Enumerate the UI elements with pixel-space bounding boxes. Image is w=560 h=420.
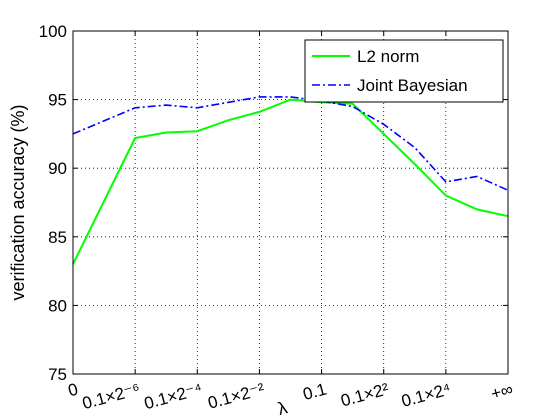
legend-label-l2-norm: L2 norm (357, 47, 419, 66)
series-line-l2-norm (73, 100, 508, 265)
x-axis-label: λ (276, 397, 290, 419)
x-tick-label: 0 (66, 380, 80, 401)
x-tick-label: 0.1×2⁻² (206, 379, 267, 412)
y-tick-label: 100 (39, 22, 67, 41)
x-tick-label: 0.1×2⁴ (399, 380, 453, 411)
y-tick-label: 90 (48, 159, 67, 178)
x-tick-label: 0.1 (301, 380, 329, 404)
x-tick-label: 0.1×2⁻⁴ (142, 380, 204, 414)
x-tick-label: 0.1×2⁻⁶ (80, 380, 142, 414)
legend: L2 norm Joint Bayesian (305, 40, 503, 102)
x-tick-label: +∞ (489, 380, 515, 404)
y-tick-label: 85 (48, 228, 67, 247)
series-layer (73, 97, 508, 264)
x-tick-label: 0.1×2² (339, 379, 391, 410)
y-axis-label: verification accuracy (%) (8, 104, 28, 300)
y-tick-label: 75 (48, 365, 67, 384)
legend-label-joint-bayesian: Joint Bayesian (357, 76, 468, 95)
series-line-joint-bayesian (73, 97, 508, 190)
y-tick-label: 95 (48, 91, 67, 110)
y-tick-label: 80 (48, 296, 67, 315)
